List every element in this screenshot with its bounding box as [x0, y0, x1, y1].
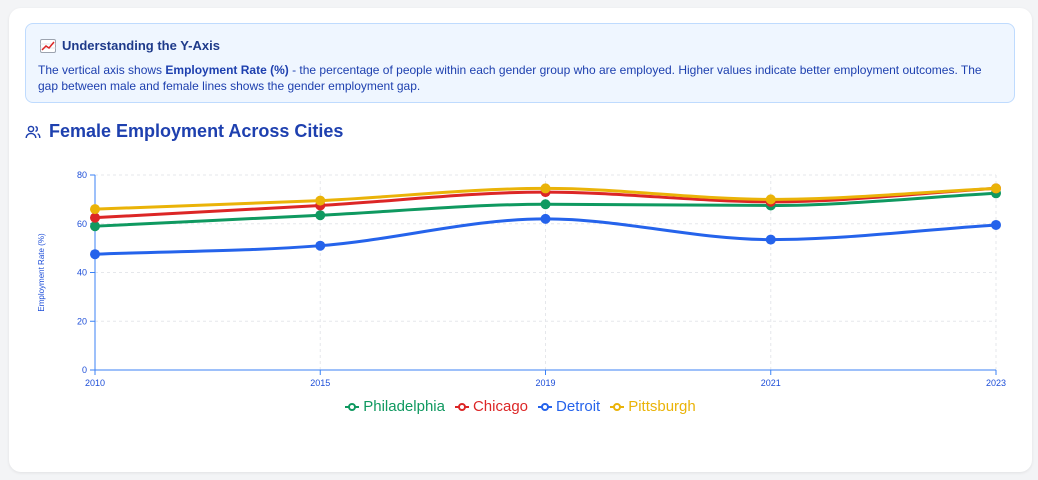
data-point-detroit-2015 — [315, 240, 326, 251]
x-tick-label-1: 2015 — [310, 378, 330, 388]
info-body: The vertical axis shows Employment Rate … — [38, 62, 1004, 94]
chart-legend: Philadelphia Chicago Detroit Pittsburgh — [9, 398, 1032, 415]
legend-marker-chicago — [454, 402, 469, 411]
x-tick-label-2: 2019 — [535, 378, 555, 388]
users-icon — [25, 125, 41, 138]
section-header: Female Employment Across Cities — [25, 121, 343, 142]
x-tick-label-4: 2023 — [986, 378, 1006, 388]
data-point-chicago-2010 — [90, 212, 100, 223]
y-tick-label-0: 0 — [82, 365, 87, 375]
data-point-pittsburgh-2023 — [991, 183, 1001, 194]
legend-item-philadelphia[interactable]: Philadelphia — [345, 398, 445, 415]
x-tick-label-3: 2021 — [761, 378, 781, 388]
section-title: Female Employment Across Cities — [49, 121, 344, 141]
legend-item-detroit[interactable]: Detroit — [538, 398, 600, 415]
info-body-bold: Employment Rate (%) — [165, 63, 289, 77]
legend-label-pittsburgh: Pittsburgh — [628, 398, 696, 415]
x-tick-label-0: 2010 — [85, 378, 105, 388]
legend-marker-philadelphia — [345, 402, 360, 411]
data-point-detroit-2021 — [765, 234, 776, 245]
info-body-pre: The vertical axis shows — [38, 63, 166, 77]
info-header: Understanding the Y-Axis — [40, 38, 220, 53]
legend-label-detroit: Detroit — [556, 398, 601, 415]
legend-label-chicago: Chicago — [472, 398, 529, 415]
legend-item-pittsburgh[interactable]: Pittsburgh — [610, 398, 696, 415]
y-tick-label-2: 40 — [77, 268, 87, 278]
data-point-philadelphia-2010 — [90, 221, 100, 232]
chart-increasing-icon — [40, 38, 56, 53]
chart-card: Understanding the Y-Axis The vertical ax… — [9, 8, 1032, 472]
data-point-detroit-2019 — [540, 213, 551, 224]
info-body-post: - the percentage of people within each g… — [38, 63, 982, 93]
y-tick-label-3: 60 — [77, 219, 87, 229]
y-tick-label-4: 80 — [77, 170, 87, 180]
data-point-pittsburgh-2021 — [765, 194, 776, 205]
legend-marker-pittsburgh — [610, 402, 625, 411]
legend-item-chicago[interactable]: Chicago — [454, 398, 529, 415]
y-axis-info-box: Understanding the Y-Axis The vertical ax… — [25, 23, 1015, 103]
data-point-detroit-2023 — [991, 219, 1001, 230]
data-point-pittsburgh-2010 — [90, 204, 100, 215]
data-point-philadelphia-2015 — [315, 210, 326, 221]
y-axis-label: Employment Rate (%) — [37, 233, 46, 312]
legend-marker-detroit — [538, 402, 553, 411]
data-point-detroit-2010 — [90, 249, 100, 260]
info-title: Understanding the Y-Axis — [62, 38, 220, 53]
data-point-pittsburgh-2015 — [315, 195, 326, 206]
data-point-philadelphia-2019 — [540, 199, 551, 210]
y-tick-label-1: 20 — [77, 316, 87, 326]
line-chart: 0 20 40 60 80 2010 2015 2019 2021 2023 Employment … — [37, 170, 1006, 388]
data-point-pittsburgh-2019 — [540, 183, 551, 194]
legend-label-philadelphia: Philadelphia — [363, 398, 445, 415]
